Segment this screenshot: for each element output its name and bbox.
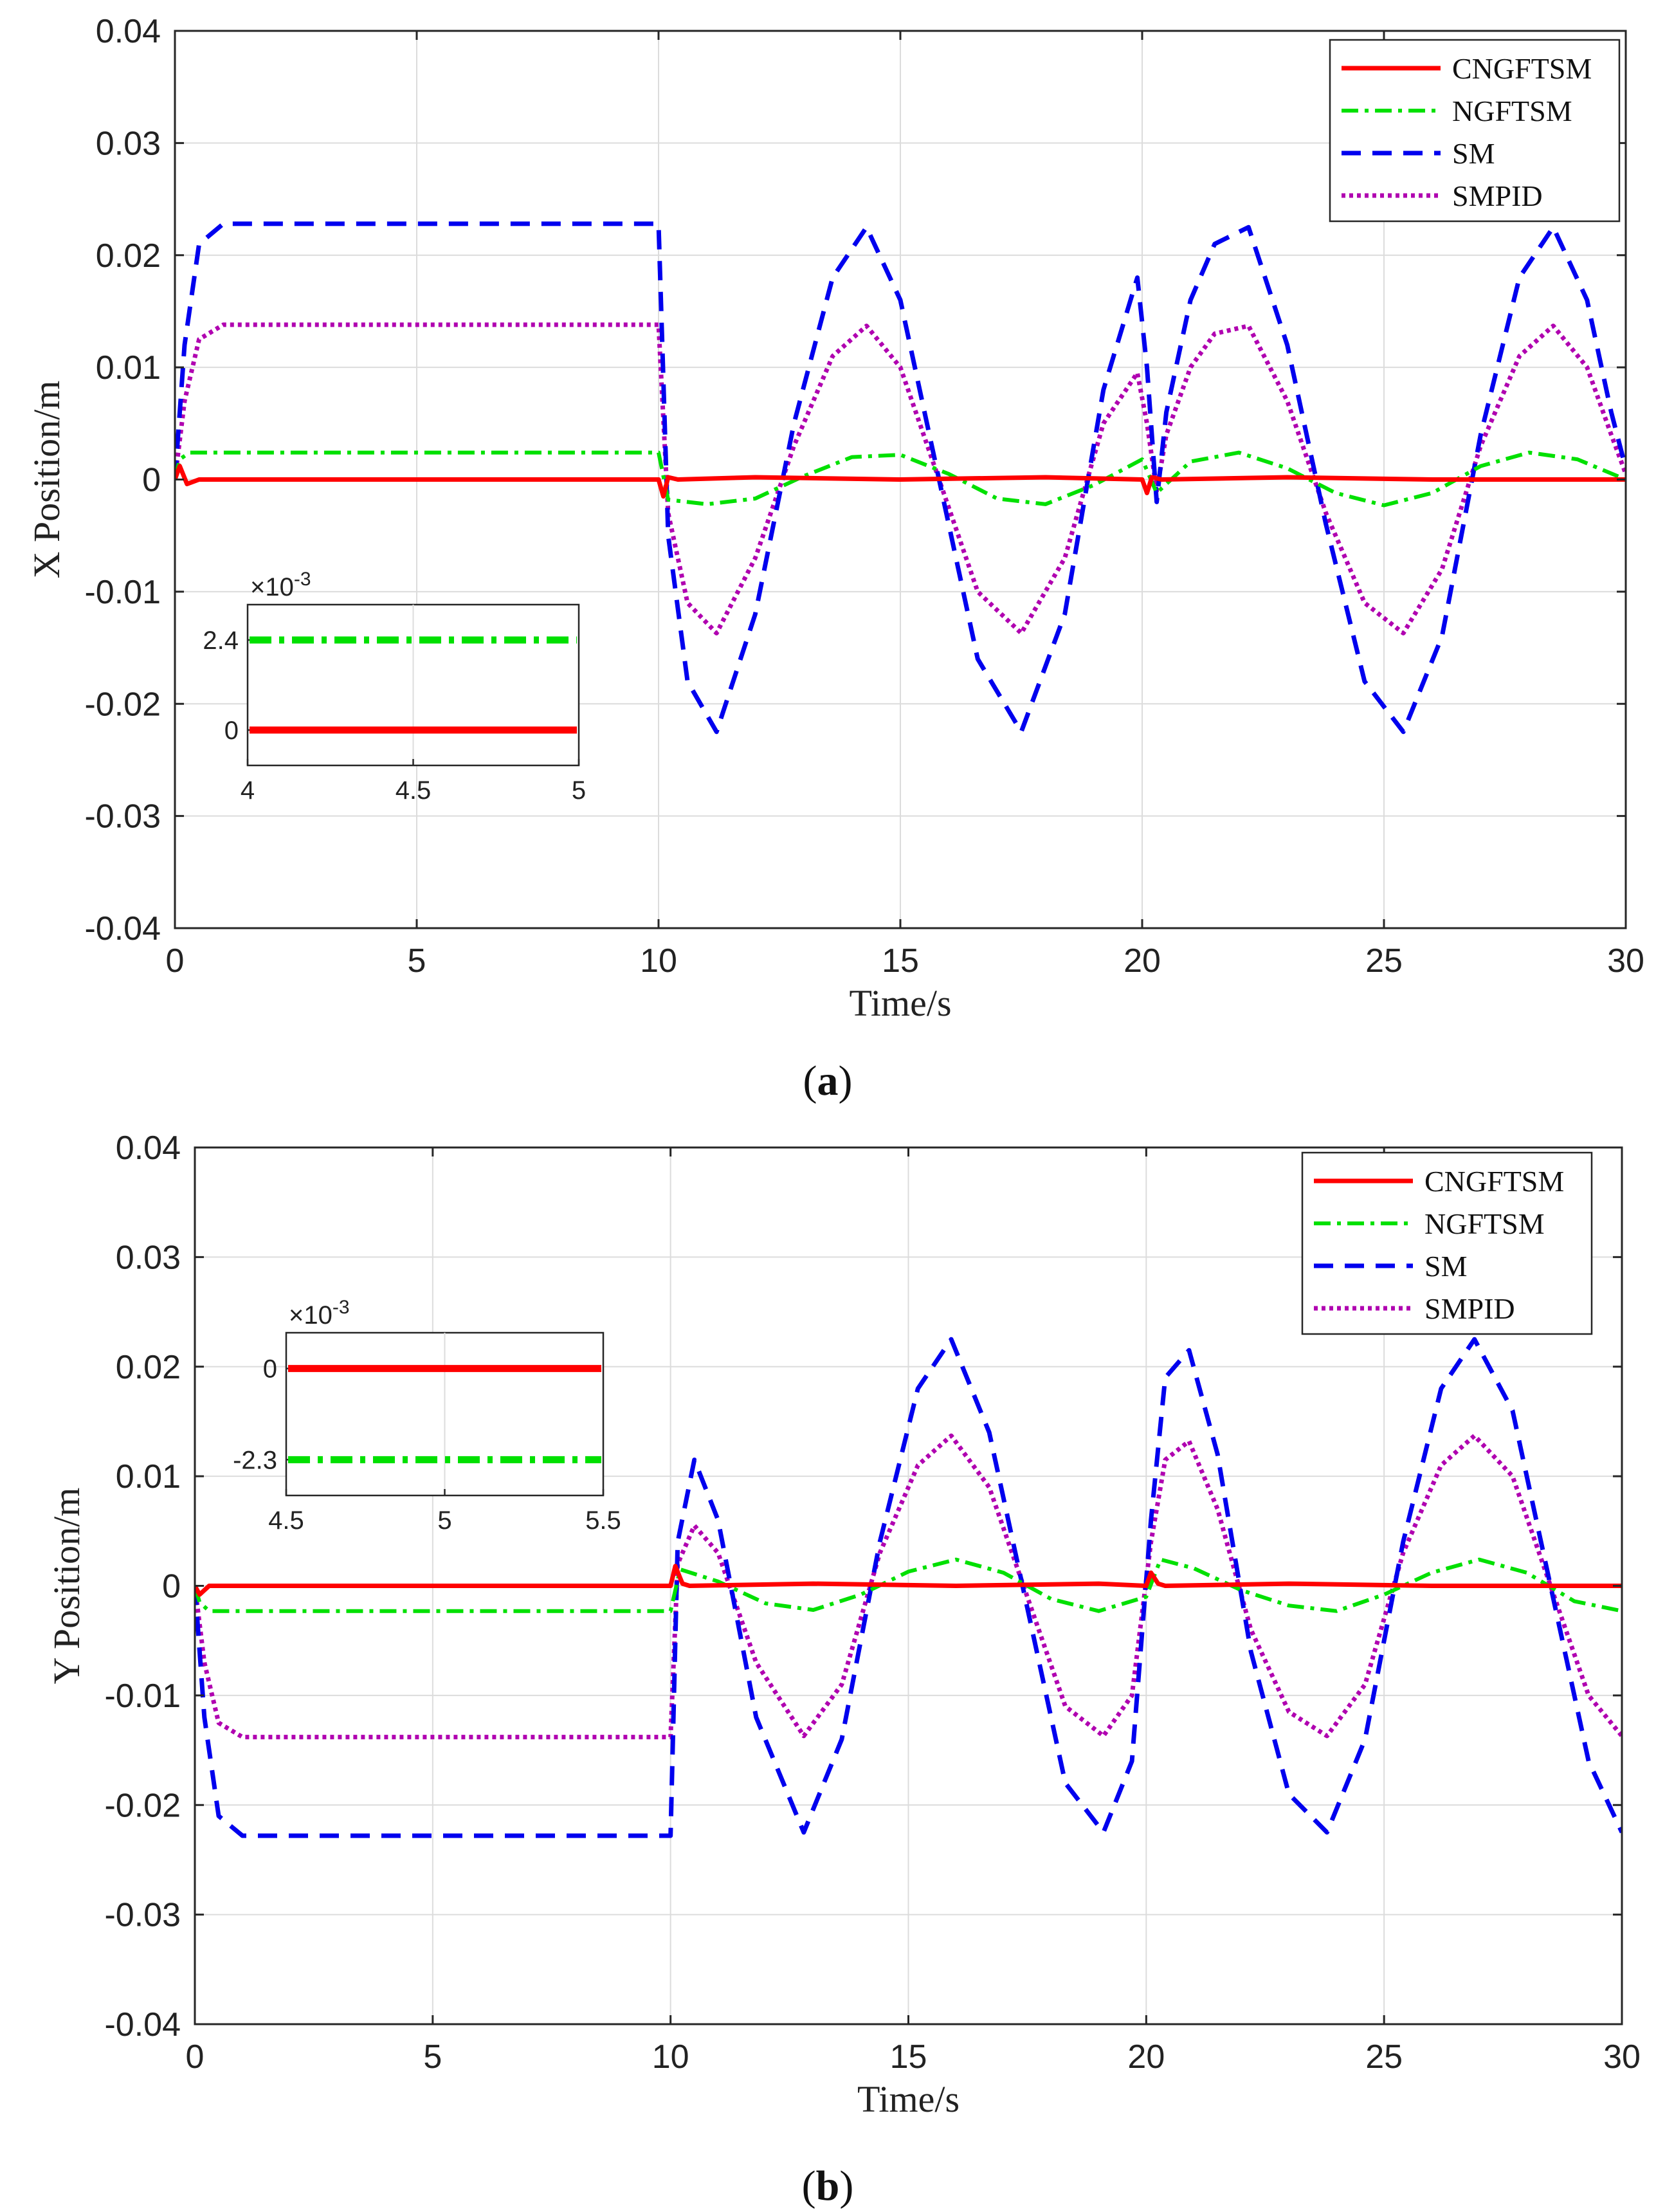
y-tick-label: 0 — [162, 1568, 181, 1605]
x-tick-label: 25 — [1365, 2038, 1403, 2076]
panel-caption: (a) — [803, 1057, 853, 1104]
y-tick-label: 0.04 — [116, 1129, 181, 1167]
y-tick-label: 0.02 — [96, 237, 161, 275]
inset-y-tick-label: 0 — [224, 717, 239, 745]
caption-label: b — [816, 2162, 840, 2209]
inset-x-tick-label: 4 — [241, 776, 255, 805]
y-tick-label: 0.03 — [96, 125, 161, 162]
legend-label-smpid: SMPID — [1452, 179, 1543, 212]
caption-close-paren: ) — [839, 2162, 853, 2209]
legend-label-smpid: SMPID — [1424, 1292, 1515, 1325]
legend-label-ngftsm: NGFTSM — [1424, 1207, 1545, 1240]
x-tick-label: 10 — [640, 942, 677, 980]
series-line-ngftsm — [175, 450, 1626, 507]
y-tick-label: -0.01 — [104, 1677, 181, 1715]
inset-x-tick-label: 5 — [437, 1506, 451, 1535]
y-tick-label: -0.02 — [104, 1787, 181, 1824]
inset-x-tick-label: 4.5 — [396, 776, 432, 805]
caption-open-paren: ( — [802, 2162, 816, 2209]
y-tick-label: -0.03 — [84, 798, 161, 836]
inset-x-tick-label: 5 — [572, 776, 586, 805]
panel-a: 0 5 10 15 20 25 30 0.04 0.03 0.02 0.01 0 -0.01 -0.02 -… — [26, 13, 1644, 1104]
y-tick-label: 0.02 — [116, 1349, 181, 1386]
inset-multiplier-base: ×10 — [250, 573, 294, 601]
y-tick-label: 0 — [142, 462, 161, 499]
y-axis-label: Y Position/m — [46, 1488, 87, 1685]
series-line-ngftsm — [195, 1557, 1622, 1613]
x-tick-label: 5 — [423, 2038, 442, 2076]
inset-multiplier-exponent: -3 — [332, 1297, 350, 1318]
inset-multiplier-base: ×10 — [289, 1301, 332, 1330]
inset-multiplier-exponent: -3 — [294, 569, 311, 590]
inset-multiplier: ×10-3 — [289, 1297, 350, 1330]
inset-y-tick-label: 0 — [263, 1355, 277, 1384]
caption-label: a — [817, 1057, 839, 1104]
x-axis-label: Time/s — [857, 2078, 960, 2120]
legend-label-cngftsm: CNGFTSM — [1452, 52, 1592, 85]
y-tick-label: 0.03 — [116, 1239, 181, 1276]
x-tick-label: 5 — [408, 942, 426, 980]
inset-x-tick-label: 5.5 — [585, 1506, 621, 1535]
y-tick-label: 0.01 — [116, 1458, 181, 1495]
legend-label-sm: SM — [1452, 137, 1495, 170]
legend-box — [1301, 1151, 1593, 1335]
y-tick-label: -0.04 — [104, 2006, 181, 2043]
x-tick-label: 10 — [652, 2038, 689, 2076]
x-tick-label: 20 — [1124, 942, 1161, 980]
legend-label-cngftsm: CNGFTSM — [1424, 1165, 1564, 1198]
caption-open-paren: ( — [803, 1057, 817, 1104]
legend-label-sm: SM — [1424, 1250, 1467, 1283]
x-tick-label: 15 — [882, 942, 919, 980]
series-line-cngftsm — [175, 464, 1626, 499]
series-line-sm — [175, 221, 1626, 735]
inset-x-tick-label: 4.5 — [268, 1506, 304, 1535]
series-line-smpid — [195, 1433, 1622, 1740]
x-tick-label: 30 — [1603, 2038, 1641, 2076]
inset-y-tick-label: -2.3 — [233, 1446, 277, 1474]
series-line-sm — [195, 1337, 1622, 1838]
y-tick-label: -0.04 — [84, 910, 161, 947]
x-tick-label: 30 — [1607, 942, 1644, 980]
x-tick-label: 25 — [1365, 942, 1403, 980]
y-tick-label: 0.04 — [96, 13, 161, 50]
x-tick-label: 15 — [890, 2038, 927, 2076]
series-line-cngftsm — [195, 1564, 1622, 1597]
panel-caption: (b) — [802, 2162, 854, 2209]
x-axis-label: Time/s — [849, 982, 951, 1024]
x-tick-label: 0 — [166, 942, 185, 980]
legend-label-ngftsm: NGFTSM — [1452, 95, 1572, 127]
inset-multiplier: ×10-3 — [250, 569, 311, 601]
panel-b: 0 5 10 15 20 25 30 0.04 0.03 0.02 0.01 0 -0.01 -0.02 -… — [46, 1129, 1641, 2209]
x-tick-label: 0 — [186, 2038, 205, 2076]
inset-y-tick-label: 2.4 — [203, 626, 239, 655]
x-tick-label: 20 — [1127, 2038, 1165, 2076]
y-axis-label: X Position/m — [26, 381, 68, 579]
y-tick-label: -0.03 — [104, 1897, 181, 1934]
y-tick-label: -0.02 — [84, 686, 161, 723]
y-tick-label: 0.01 — [96, 349, 161, 387]
caption-close-paren: ) — [839, 1057, 853, 1104]
y-tick-label: -0.01 — [84, 574, 161, 611]
